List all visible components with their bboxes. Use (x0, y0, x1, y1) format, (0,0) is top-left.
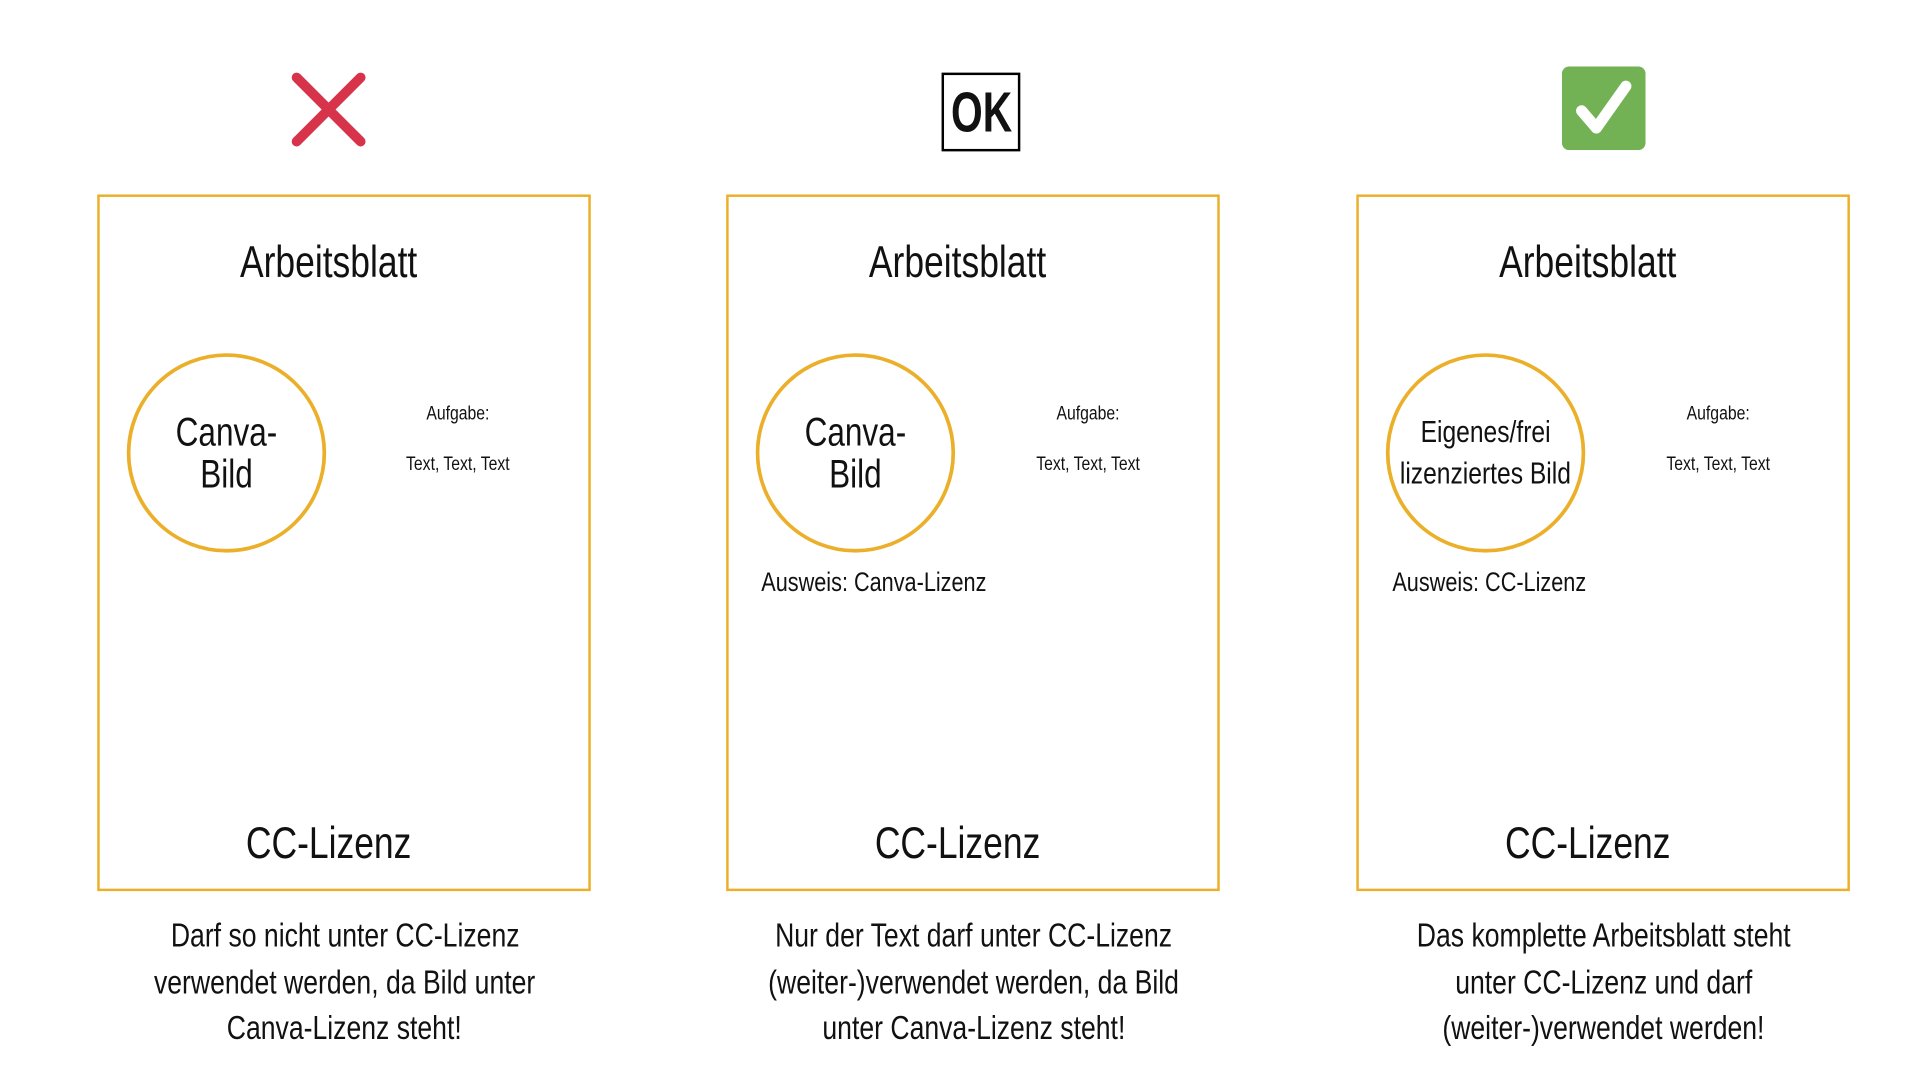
task-text: Text, Text, Text (1666, 454, 1771, 476)
worksheet-3 (1356, 194, 1850, 892)
ok-label: OK (950, 80, 1012, 145)
caption-line: Canva-Lizenz steht! (227, 1009, 463, 1047)
image-circle: Canva-Bild (126, 353, 327, 553)
ok-box-icon: OK (941, 72, 1021, 152)
image-credit: Ausweis: Canva-Lizenz (761, 566, 987, 597)
worksheet-title: Arbeitsblatt (868, 236, 1047, 287)
green-check-icon (1561, 66, 1646, 151)
caption-line: Darf so nicht unter CC-Lizenz (170, 916, 519, 954)
license-label: CC-Lizenz (245, 817, 412, 868)
license-label: CC-Lizenz (874, 817, 1041, 868)
task-label: Aufgabe: (1056, 403, 1120, 425)
worksheet-1 (97, 194, 591, 892)
task-label: Aufgabe: (426, 403, 490, 425)
caption: Nur der Text darf unter CC-Lizenz (weite… (717, 913, 1230, 1051)
worksheet-2 (726, 194, 1220, 892)
worksheet-title: Arbeitsblatt (239, 236, 418, 287)
task-text: Text, Text, Text (406, 454, 510, 476)
image-label: Canva-Bild (804, 409, 907, 497)
caption: Darf so nicht unter CC-Lizenz verwendet … (106, 913, 583, 1051)
image-label: Eigenes/frei (1420, 414, 1551, 450)
red-cross-icon (291, 72, 366, 147)
task-label: Aufgabe: (1686, 403, 1750, 425)
caption-line: (weiter-)verwendet werden! (1442, 1009, 1765, 1047)
caption-line: unter CC-Lizenz und darf (1455, 963, 1753, 1001)
worksheet-title: Arbeitsblatt (1499, 236, 1677, 287)
image-label: Canva-Bild (175, 409, 278, 497)
caption-line: Nur der Text darf unter CC-Lizenz (775, 916, 1173, 954)
license-label: CC-Lizenz (1504, 817, 1671, 868)
caption-line: Das komplette Arbeitsblatt steht (1416, 916, 1791, 954)
task-text: Text, Text, Text (1036, 454, 1140, 476)
caption-line: verwendet werden, da Bild unter (153, 963, 536, 1001)
image-label: lizenziertes Bild (1400, 456, 1572, 492)
caption-line: unter Canva-Lizenz steht! (822, 1009, 1126, 1047)
caption-line: (weiter-)verwendet werden, da Bild (768, 963, 1179, 1001)
image-credit: Ausweis: CC-Lizenz (1392, 566, 1587, 597)
image-circle: Eigenes/frei lizenziertes Bild (1385, 353, 1586, 553)
caption: Das komplette Arbeitsblatt steht unter C… (1370, 913, 1837, 1051)
image-circle: Canva-Bild (755, 353, 956, 553)
